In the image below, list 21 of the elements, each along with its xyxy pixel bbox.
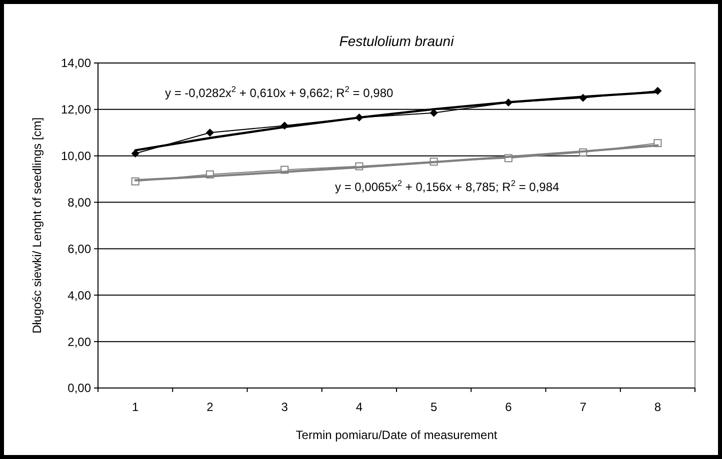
- y-tick-label: 8,00: [68, 195, 92, 210]
- y-tick-label: 12,00: [60, 102, 92, 117]
- x-tick-label: 4: [356, 400, 363, 414]
- annotation: y = -0,0282x$^{2}$ + 0,610x + 9,662; R$^{2}$ = 0,980: [165, 84, 394, 100]
- chart-title: Festulolium brauni: [339, 33, 455, 49]
- y-tick-label: 6,00: [68, 242, 92, 256]
- x-tick-label: 7: [580, 400, 587, 414]
- y-tick-label: 4,00: [68, 288, 92, 302]
- x-axis-title: Termin pomiaru/Date of measurement: [296, 428, 498, 442]
- y-tick-label: 0,00: [68, 381, 92, 396]
- y-tick-label: 10,00: [60, 149, 92, 164]
- x-tick-label: 1: [132, 400, 139, 414]
- y-axis-title: Długośc siewki/ Lenght of seedlings [cm]: [30, 117, 44, 334]
- x-tick-label: 2: [206, 400, 214, 414]
- x-tick-label: 6: [505, 400, 512, 414]
- annotation: y = 0,0065x$^{2}$ + 0,156x + 8,785; R$^{2}$ = 0,984: [335, 178, 560, 194]
- y-tick-label: 2,00: [68, 334, 92, 349]
- y-tick-label: 14,00: [60, 56, 92, 70]
- x-tick-label: 8: [654, 400, 662, 414]
- x-tick-label: 5: [430, 400, 438, 414]
- x-tick-label: 3: [281, 400, 288, 414]
